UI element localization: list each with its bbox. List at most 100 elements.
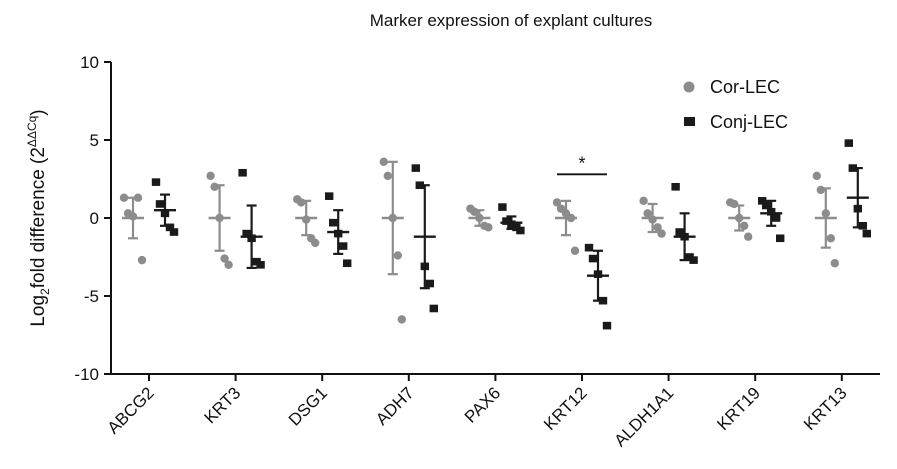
data-point <box>730 199 739 209</box>
data-point <box>598 296 608 305</box>
data-point <box>256 261 265 269</box>
x-axis-ticks: ABCG2 KRT3 DSG1 ADH7 PAX6 KRT12 ALDH1A1 KRT19 KR… <box>104 374 851 450</box>
data-point <box>830 259 839 268</box>
data-point <box>475 213 484 223</box>
data-point <box>160 209 170 218</box>
data-point <box>502 217 511 225</box>
x-tick-label: KRT12 <box>540 383 591 434</box>
data-point <box>498 203 507 211</box>
data-point <box>220 254 229 263</box>
chart-title: Marker expression of explant cultures <box>370 11 653 30</box>
x-tick-label: KRT13 <box>800 383 851 434</box>
data-point <box>297 198 306 207</box>
data-point <box>242 229 251 238</box>
series-cor-lec <box>119 157 839 324</box>
y-tick-label: 0 <box>90 209 99 228</box>
data-point <box>516 226 525 235</box>
data-point <box>816 185 825 195</box>
x-tick-label: DSG1 <box>285 383 331 429</box>
data-point <box>552 198 562 207</box>
data-point <box>397 315 406 324</box>
legend: Cor-LEC Conj-LEC <box>683 77 788 132</box>
data-point <box>762 201 771 210</box>
data-point <box>675 228 684 236</box>
data-point <box>425 279 434 288</box>
data-point <box>570 246 580 255</box>
x-tick-label: KRT3 <box>200 383 244 427</box>
data-point <box>151 178 161 186</box>
data-point <box>772 214 781 222</box>
y-axis-label-sup: ΔΔCq <box>25 116 39 147</box>
data-point <box>776 234 785 243</box>
data-point <box>415 181 424 190</box>
data-point <box>224 260 233 269</box>
data-point <box>602 321 612 330</box>
data-point <box>238 168 247 177</box>
data-point <box>844 139 853 147</box>
x-tick-label: ABCG2 <box>104 383 158 437</box>
data-point <box>155 200 165 208</box>
data-point <box>210 182 219 191</box>
legend-marker-conj-lec <box>684 117 695 126</box>
legend-label-cor-lec: Cor-LEC <box>710 77 780 97</box>
y-axis-label-main: Log <box>28 295 49 327</box>
data-point <box>311 238 320 248</box>
data-point <box>740 221 749 230</box>
data-point <box>643 209 652 218</box>
data-point <box>821 209 830 218</box>
data-point <box>639 196 648 206</box>
data-point <box>339 242 348 250</box>
data-point <box>411 164 420 172</box>
data-point <box>507 220 516 229</box>
data-point <box>848 164 857 172</box>
data-point <box>420 262 429 271</box>
x-tick-label: KRT19 <box>713 383 764 434</box>
data-point <box>758 197 767 205</box>
data-point <box>329 218 338 227</box>
data-point <box>128 212 138 221</box>
legend-label-conj-lec: Conj-LEC <box>710 112 788 132</box>
data-point <box>653 223 662 232</box>
data-point <box>393 251 402 260</box>
legend-marker-cor-lec <box>683 81 695 93</box>
data-point <box>566 213 576 223</box>
y-tick-label: 10 <box>80 53 99 72</box>
x-tick-label: PAX6 <box>461 383 504 426</box>
significance-label: * <box>578 153 585 173</box>
data-point <box>853 204 862 213</box>
data-point <box>215 213 224 223</box>
data-point <box>133 193 143 202</box>
data-point <box>671 183 680 191</box>
data-point <box>744 232 753 241</box>
data-point <box>588 254 598 263</box>
data-point <box>689 256 698 264</box>
y-axis-ticks: 10 5 0 -5 -10 <box>74 53 111 384</box>
series-conj-lec <box>151 139 871 330</box>
y-axis-label-rest: fold difference (2 <box>28 147 49 288</box>
data-point <box>858 222 867 230</box>
data-point <box>169 228 179 236</box>
x-tick-label: ALDH1A1 <box>611 383 678 450</box>
data-point <box>862 229 871 238</box>
data-point <box>334 229 343 238</box>
data-point <box>137 255 147 265</box>
y-axis-label-close: ) <box>28 109 49 115</box>
data-marks <box>119 139 871 330</box>
data-point <box>165 223 175 232</box>
data-point <box>470 207 479 216</box>
data-point <box>812 171 821 181</box>
data-point <box>484 223 493 232</box>
data-point <box>680 232 689 241</box>
data-point <box>584 243 594 252</box>
data-point <box>206 171 215 181</box>
y-axis-label: Log2fold difference (2ΔΔCq) <box>25 109 52 326</box>
data-point <box>735 213 744 223</box>
data-point <box>302 215 311 224</box>
data-point <box>826 234 835 243</box>
data-point <box>247 234 256 243</box>
data-point <box>343 259 352 268</box>
y-tick-label: -10 <box>74 365 99 384</box>
data-point <box>379 157 388 167</box>
data-point <box>325 192 334 200</box>
